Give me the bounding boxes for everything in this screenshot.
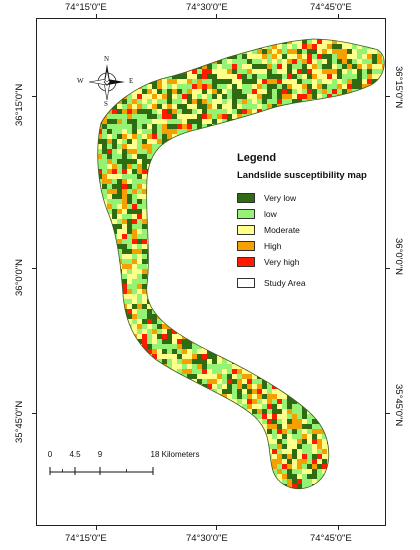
coord-left-3: 35°45'0"N (14, 400, 25, 443)
coord-top-1: 74°15'0"E (65, 2, 107, 13)
scale-label-4-5: 4.5 (69, 450, 81, 459)
legend-item-low: low (237, 206, 377, 222)
legend-classes: Very low low Moderate High Very high (237, 190, 377, 270)
legend-item-very-high: Very high (237, 254, 377, 270)
study-area-outline (97, 38, 385, 490)
legend-swatch-high (237, 241, 255, 251)
coord-left-1: 36°15'0"N (14, 83, 25, 126)
legend-label-very-high: Very high (264, 257, 300, 267)
east-label: E (129, 77, 134, 85)
scale-bar-graphic (49, 467, 154, 475)
scale-bar: 0 4.5 9 18 Kilometers (47, 450, 222, 480)
south-label: S (104, 100, 108, 108)
legend-swatch-very-low (237, 193, 255, 203)
coord-bottom-3: 74°45'0"E (310, 533, 352, 544)
legend-item-moderate: Moderate (237, 222, 377, 238)
coord-left-2: 36°0'0"N (14, 259, 25, 296)
coord-right-1: 36°15'0"N (393, 66, 404, 109)
legend-item-study-area: Study Area (237, 275, 377, 291)
legend-swatch-study-area (237, 278, 255, 288)
legend-label-moderate: Moderate (264, 225, 300, 235)
legend: Legend Landslide susceptibility map Very… (237, 152, 377, 291)
coord-top-3: 74°45'0"E (310, 2, 352, 13)
compass-rose-icon (88, 64, 125, 101)
legend-item-very-low: Very low (237, 190, 377, 206)
coord-bottom-2: 74°30'0"E (186, 533, 228, 544)
coord-right-2: 36°0'0"N (393, 238, 404, 275)
north-label: N (104, 55, 110, 63)
legend-label-high: High (264, 241, 282, 251)
legend-label-study-area: Study Area (264, 278, 306, 288)
legend-swatch-low (237, 209, 255, 219)
west-label: W (77, 77, 84, 85)
coord-top-2: 74°30'0"E (186, 2, 228, 13)
legend-swatch-moderate (237, 225, 255, 235)
coord-right-3: 35°45'0"N (393, 384, 404, 427)
scale-label-18: 18 Kilometers (150, 450, 200, 459)
coord-bottom-1: 74°15'0"E (65, 533, 107, 544)
map-frame: N S E W (36, 18, 386, 526)
legend-subtitle: Landslide susceptibility map (237, 170, 367, 181)
scale-label-0: 0 (47, 450, 53, 459)
legend-item-high: High (237, 238, 377, 254)
legend-swatch-very-high (237, 257, 255, 267)
north-arrow: N S E W (77, 55, 133, 108)
legend-label-very-low: Very low (264, 193, 297, 203)
scale-label-9: 9 (97, 450, 103, 459)
legend-title: Legend (237, 152, 277, 164)
legend-label-low: low (264, 209, 277, 219)
